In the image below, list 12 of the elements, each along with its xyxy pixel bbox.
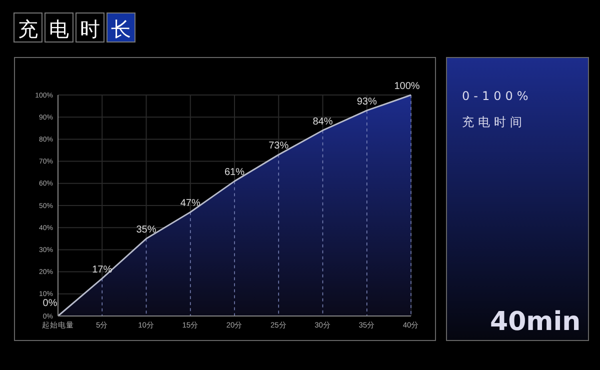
text: 0-100% bbox=[462, 89, 532, 103]
data-label: 84% bbox=[312, 116, 333, 128]
chart-title: 充电时长 bbox=[18, 17, 131, 41]
data-label: 100% bbox=[394, 81, 420, 92]
data-label: 47% bbox=[180, 198, 200, 210]
data-label: 61% bbox=[224, 167, 245, 178]
data-label: 17% bbox=[92, 264, 112, 276]
data-label: 73% bbox=[268, 140, 289, 152]
data-label: 35% bbox=[136, 224, 156, 236]
data-label: 93% bbox=[356, 96, 377, 108]
text: 40min bbox=[490, 307, 581, 337]
text: 充电时间 bbox=[462, 115, 526, 129]
